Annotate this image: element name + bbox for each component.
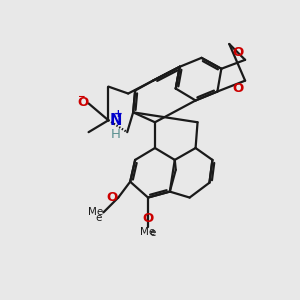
Text: O: O <box>142 212 154 225</box>
Text: O: O <box>233 82 244 94</box>
Text: −: − <box>77 92 84 101</box>
Text: Me: Me <box>88 207 103 218</box>
Text: O: O <box>77 96 88 109</box>
Text: O: O <box>233 46 244 59</box>
Text: O: O <box>106 191 117 204</box>
Text: e: e <box>149 228 155 238</box>
Text: e: e <box>95 213 101 224</box>
Text: H: H <box>110 128 120 141</box>
Text: +: + <box>114 109 123 119</box>
Text: N: N <box>110 113 122 128</box>
Text: Me: Me <box>140 227 156 237</box>
